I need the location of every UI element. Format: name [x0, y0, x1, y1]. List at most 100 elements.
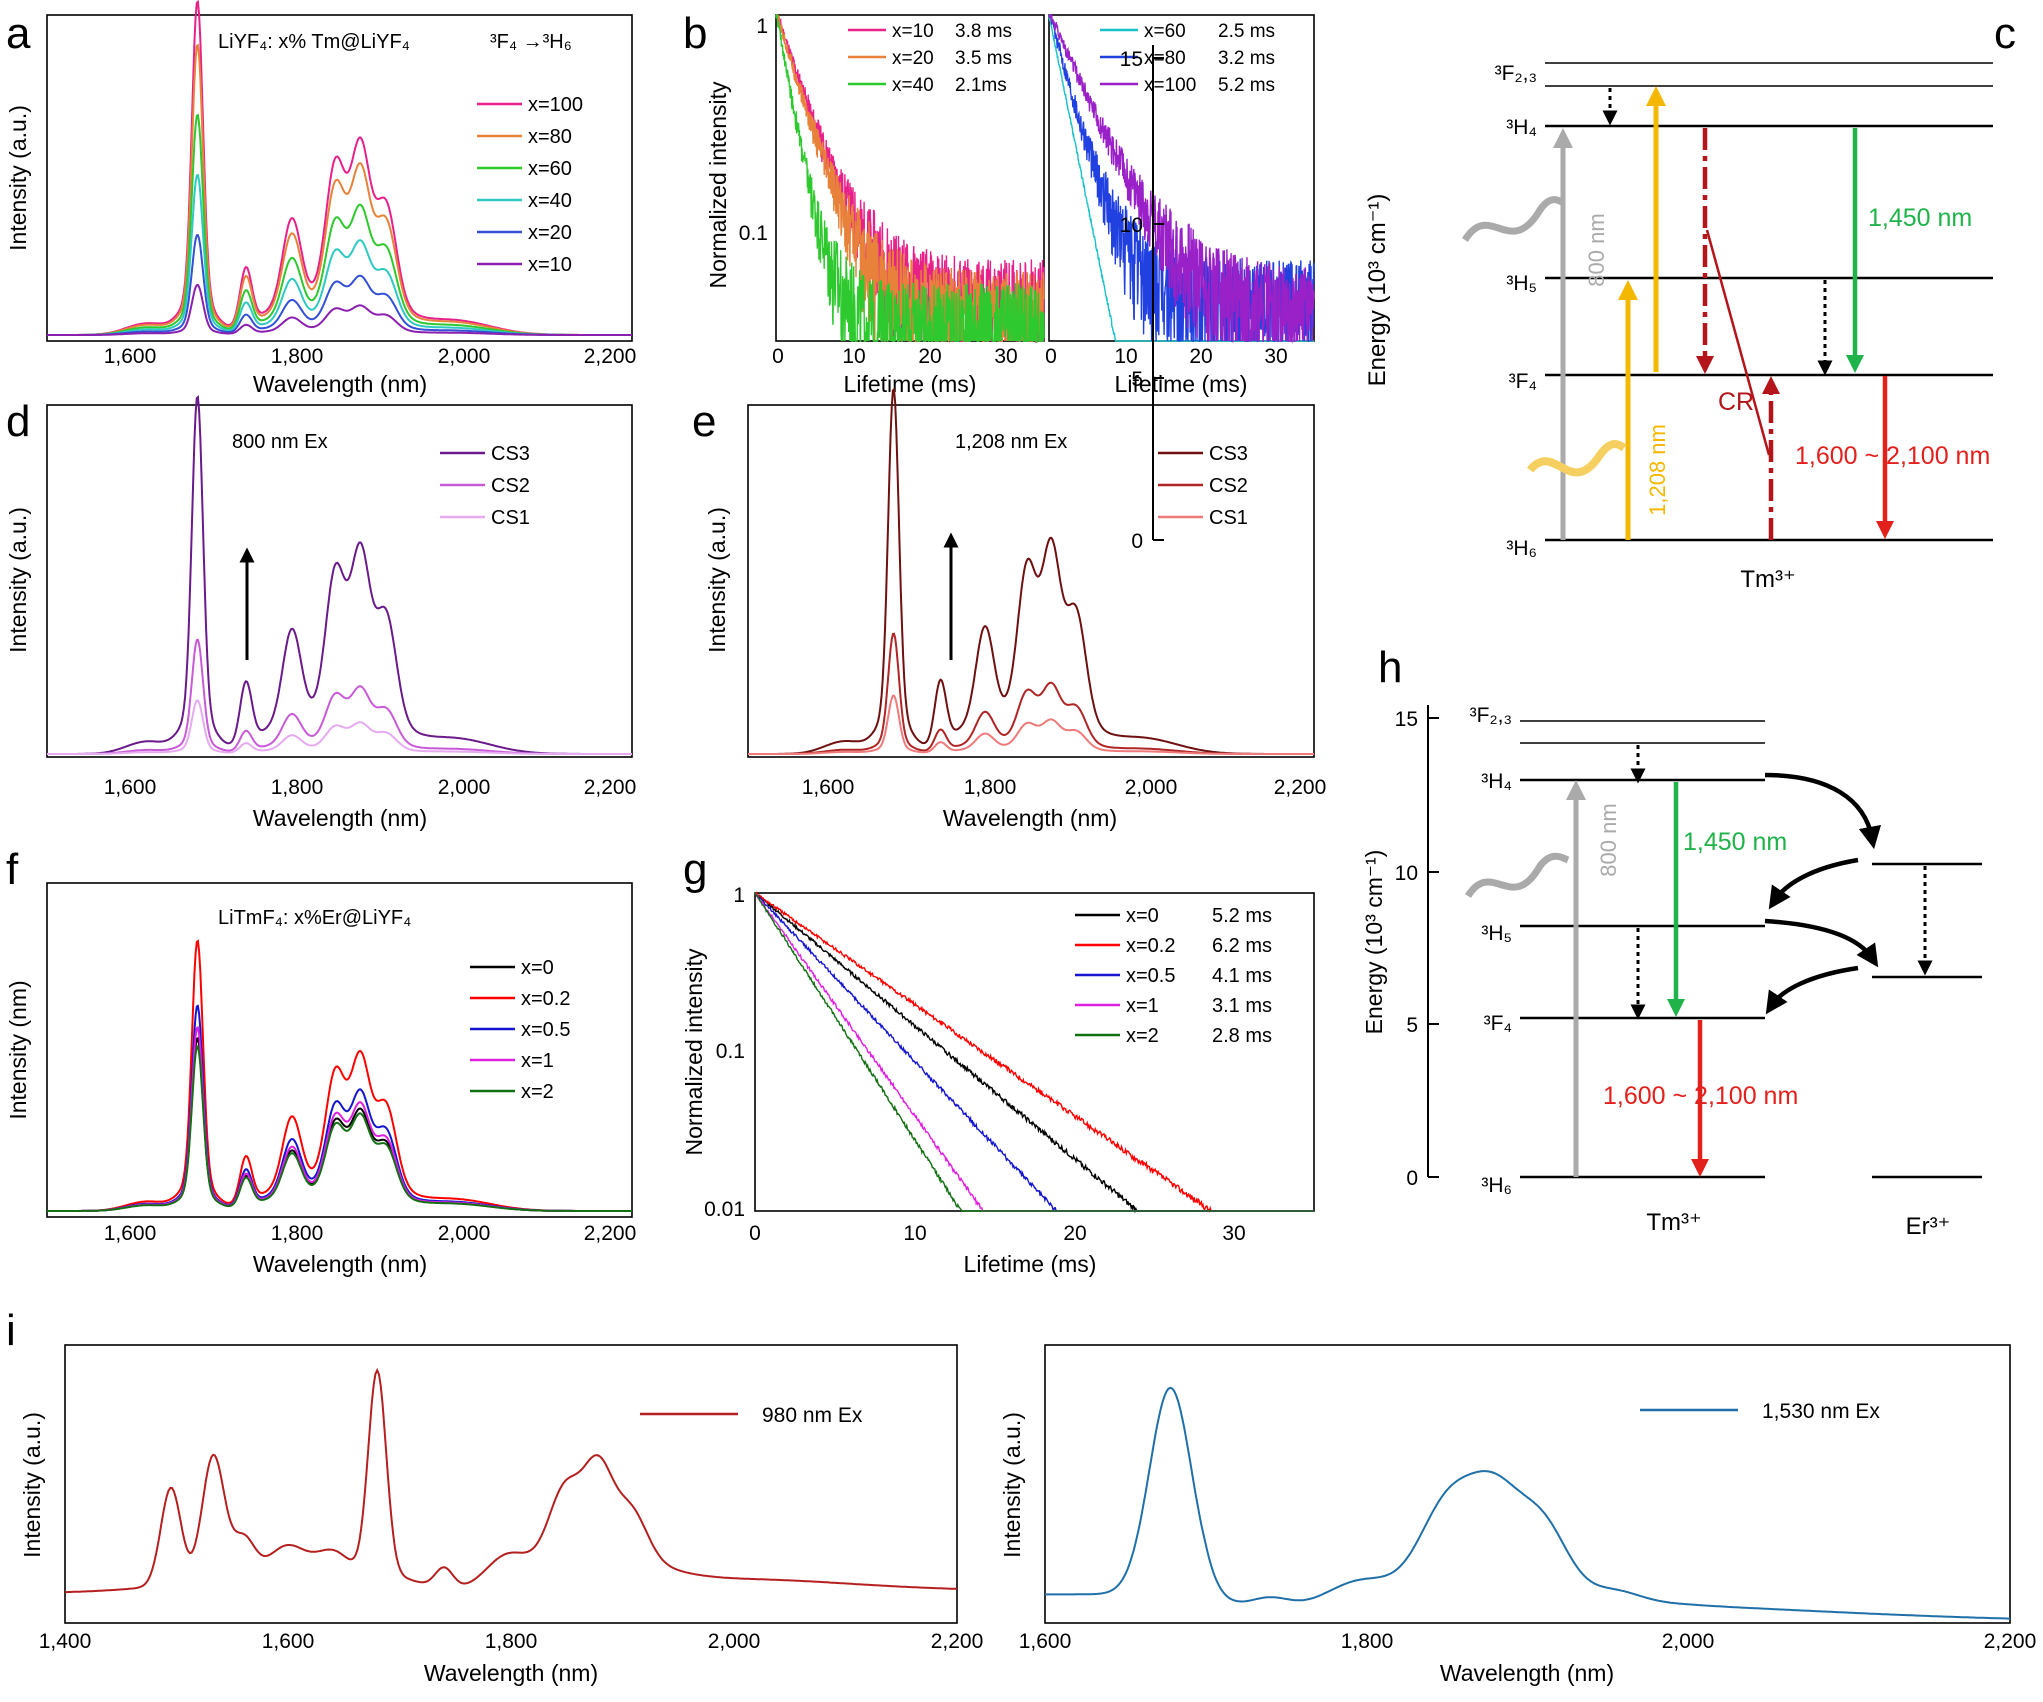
panel-f: f LiTmF₄: x%Er@LiYF₄ x=0 x=0.2 x=0.5 x=1 x=2…	[5, 845, 636, 1277]
tick-g-20: 20	[1063, 1222, 1086, 1245]
legend-label-d-CS3: CS3	[491, 443, 530, 465]
tick-il-1800: 1,800	[485, 1630, 538, 1653]
ylabel-i-left: Intensity (a.u.)	[19, 1412, 45, 1558]
legend-g: x=0 5.2 ms x=0.2 6.2 ms x=0.5 4.1 ms x=1 3.1 ms…	[1075, 905, 1272, 1047]
tick-h-5: 5	[1406, 1014, 1418, 1037]
legend-label-g-x=0.2: x=0.2	[1126, 935, 1175, 957]
ylabel-d: Intensity (a.u.)	[5, 507, 31, 653]
tick-d-2200: 2,200	[584, 776, 637, 799]
legend-lifetime-g-x=0.2: 6.2 ms	[1212, 935, 1272, 957]
tick-d-1600: 1,600	[104, 776, 157, 799]
tick-d-1800: 1,800	[271, 776, 324, 799]
transfer-arrow-1	[1764, 772, 1882, 850]
tick-g-1: 1	[733, 884, 745, 907]
level-label-h-3h4: ³H₄	[1481, 770, 1512, 793]
tick-il-1600: 1,600	[262, 1630, 315, 1653]
spectra-i	[65, 1367, 2010, 1620]
annotation-d: 800 nm Ex	[232, 431, 328, 453]
tick-b-0: 0	[772, 345, 784, 368]
ylabel-c: Energy (10³ cm⁻¹)	[1364, 194, 1391, 387]
ylabel-i-right: Intensity (a.u.)	[999, 1412, 1025, 1558]
panel-letter-e: e	[692, 397, 716, 446]
legend-label-e-CS1: CS1	[1209, 507, 1248, 529]
level-label-3h6: ³H₆	[1506, 537, 1537, 560]
legend-label-b-x=80: x=80	[1144, 48, 1186, 69]
xlabel-g: Lifetime (ms)	[964, 1251, 1097, 1277]
level-label-h-3h6: ³H₆	[1481, 1174, 1512, 1197]
label-range-h: 1,600 ~ 2,100 nm	[1603, 1082, 1798, 1110]
tick-ir-2200: 2,200	[1984, 1630, 2037, 1653]
xlabel-e: Wavelength (nm)	[943, 805, 1117, 831]
label-1450nm-c: 1,450 nm	[1868, 204, 1972, 232]
series-d-CS1	[47, 699, 632, 755]
tick-b-01: 0.1	[739, 222, 768, 245]
level-label-3f4: ³F₄	[1509, 370, 1537, 393]
legend-label-g-x=2: x=2	[1126, 1025, 1159, 1047]
spectra-e	[748, 387, 1314, 755]
tick-f-1600: 1,600	[104, 1222, 157, 1245]
plot-frame-d	[46, 404, 633, 758]
ylabel-g: Normalized intensity	[681, 948, 707, 1156]
legend-a: x=100 x=80 x=60 x=40 x=20 x=10	[477, 94, 583, 276]
legend-lifetime-b-x=60: 2.5 ms	[1218, 21, 1275, 42]
panel-letter-d: d	[6, 397, 30, 446]
legend-label-a-x=20: x=20	[528, 222, 572, 244]
tick-a-2200: 2,200	[584, 345, 637, 368]
legend-b: x=10 3.8 ms x=20 3.5 ms x=40 2.1ms x=60 2.5 ms x…	[848, 21, 1275, 96]
legend-label-b-x=60: x=60	[1144, 21, 1186, 42]
annotation-e: 1,208 nm Ex	[955, 431, 1067, 453]
panel-b: b x=10 3.8 ms x=20 3.5 ms x=40 2.1ms x=60 2.5 m…	[683, 9, 1315, 397]
level-label-3h4: ³H₄	[1506, 116, 1537, 139]
plot-frame-i-left	[64, 1344, 958, 1624]
tick-il-2200: 2,200	[931, 1630, 984, 1653]
legend-e: CS3 CS2 CS1	[1158, 443, 1248, 529]
tick-ir-1800: 1,800	[1341, 1630, 1394, 1653]
tick-e-1800: 1,800	[964, 776, 1017, 799]
tick-c-15: 15	[1120, 48, 1143, 71]
panel-a: a LiYF₄: x% Tm@LiYF₄ ³F₄ →³H₆ x=100x=80x…	[5, 0, 637, 397]
decay-curves-b	[775, 14, 1315, 344]
legend-lifetime-b-x=20: 3.5 ms	[955, 48, 1012, 69]
tick-b2-20: 20	[1189, 345, 1212, 368]
tick-h-10: 10	[1395, 862, 1418, 885]
series-g-x=2	[754, 892, 1314, 1212]
legend-label-a-x=40: x=40	[528, 190, 572, 212]
legend-label-f-x=0: x=0	[521, 957, 554, 979]
tick-e-2200: 2,200	[1274, 776, 1327, 799]
annotation-a: LiYF₄: x% Tm@LiYF₄	[218, 31, 410, 53]
tick-a-1800: 1,800	[271, 345, 324, 368]
ylabel-h: Energy (10³ cm⁻¹)	[1361, 850, 1387, 1035]
level-label-h-3h5: ³H₅	[1481, 922, 1512, 945]
legend-lifetime-b-x=40: 2.1ms	[955, 75, 1007, 96]
tick-b2-0: 0	[1045, 345, 1057, 368]
panel-i: i 980 nm Ex 1,530 nm Ex 1,400 1,600 1,800…	[6, 1306, 2036, 1686]
legend-label-g-x=0: x=0	[1126, 905, 1159, 927]
tick-g-01: 0.1	[716, 1040, 745, 1063]
legend-f: x=0 x=0.2 x=0.5 x=1 x=2	[470, 957, 570, 1103]
series-f-x=0.2	[47, 939, 632, 1212]
ylabel-e: Intensity (a.u.)	[704, 507, 730, 653]
xlabel-b-right: Lifetime (ms)	[1115, 371, 1248, 397]
legend-label-b-x=10: x=10	[892, 21, 934, 42]
legend-lifetime-g-x=2: 2.8 ms	[1212, 1025, 1272, 1047]
ion-label-h-tm: Tm³⁺	[1646, 1209, 1701, 1236]
series-i-left-980 nm Ex	[65, 1367, 958, 1594]
transition-a: ³F₄ →³H₆	[490, 31, 572, 53]
level-label-3h5: ³H₅	[1506, 272, 1537, 295]
panel-letter-a: a	[6, 9, 31, 58]
tick-h-15: 15	[1395, 708, 1418, 731]
legend-lifetime-b-x=100: 5.2 ms	[1218, 75, 1275, 96]
label-1208nm-c: 1,208 nm	[1645, 424, 1670, 516]
tick-b-30: 30	[994, 345, 1017, 368]
legend-label-f-x=1: x=1	[521, 1050, 554, 1072]
decay-curves-g	[754, 891, 1314, 1214]
label-cr: CR	[1718, 388, 1754, 416]
plot-frame-f	[46, 882, 633, 1218]
wave-800nm-h	[1465, 852, 1570, 899]
legend-label-f-x=0.2: x=0.2	[521, 988, 570, 1010]
legend-label-g-x=1: x=1	[1126, 995, 1159, 1017]
tick-il-2000: 2,000	[708, 1630, 761, 1653]
tick-b2-10: 10	[1114, 345, 1137, 368]
panel-letter-i: i	[6, 1306, 16, 1355]
